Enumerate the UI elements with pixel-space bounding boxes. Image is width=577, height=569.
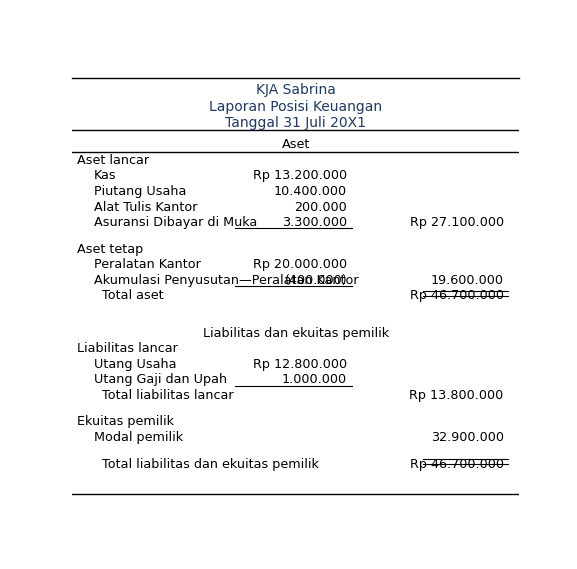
Text: Piutang Usaha: Piutang Usaha — [93, 185, 186, 198]
Text: KJA Sabrina: KJA Sabrina — [256, 83, 336, 97]
Text: Rp 46.700.000: Rp 46.700.000 — [410, 289, 504, 302]
Text: Tanggal 31 Juli 20X1: Tanggal 31 Juli 20X1 — [225, 117, 366, 130]
Text: Liabilitas dan ekuitas pemilik: Liabilitas dan ekuitas pemilik — [203, 327, 389, 340]
Text: Kas: Kas — [93, 170, 116, 183]
Text: Rp 46.700.000: Rp 46.700.000 — [410, 457, 504, 471]
Text: Rp 13.800.000: Rp 13.800.000 — [410, 389, 504, 402]
Text: Utang Usaha: Utang Usaha — [93, 358, 176, 371]
Text: 200.000: 200.000 — [294, 201, 347, 213]
Text: 10.400.000: 10.400.000 — [274, 185, 347, 198]
Text: Aset: Aset — [282, 138, 310, 151]
Text: Akumulasi Penyusutan—Peralatan Kantor: Akumulasi Penyusutan—Peralatan Kantor — [93, 274, 358, 287]
Text: Rp 12.800.000: Rp 12.800.000 — [253, 358, 347, 371]
Text: Liabilitas lancar: Liabilitas lancar — [77, 343, 178, 355]
Text: Peralatan Kantor: Peralatan Kantor — [93, 258, 200, 271]
Text: 3.300.000: 3.300.000 — [282, 216, 347, 229]
Text: Rp 27.100.000: Rp 27.100.000 — [410, 216, 504, 229]
Text: Total liabilitas dan ekuitas pemilik: Total liabilitas dan ekuitas pemilik — [93, 457, 319, 471]
Text: 19.600.000: 19.600.000 — [430, 274, 504, 287]
Text: (400.000): (400.000) — [284, 274, 347, 287]
Text: Total aset: Total aset — [93, 289, 163, 302]
Text: Alat Tulis Kantor: Alat Tulis Kantor — [93, 201, 197, 213]
Text: Rp 20.000.000: Rp 20.000.000 — [253, 258, 347, 271]
Text: Total liabilitas lancar: Total liabilitas lancar — [93, 389, 233, 402]
Text: Laporan Posisi Keuangan: Laporan Posisi Keuangan — [209, 100, 383, 114]
Text: Aset tetap: Aset tetap — [77, 242, 144, 255]
Text: Modal pemilik: Modal pemilik — [93, 431, 183, 444]
Text: 32.900.000: 32.900.000 — [430, 431, 504, 444]
Text: Rp 13.200.000: Rp 13.200.000 — [253, 170, 347, 183]
Text: Aset lancar: Aset lancar — [77, 154, 149, 167]
Text: Ekuitas pemilik: Ekuitas pemilik — [77, 415, 174, 428]
Text: 1.000.000: 1.000.000 — [282, 373, 347, 386]
Text: Asuransi Dibayar di Muka: Asuransi Dibayar di Muka — [93, 216, 257, 229]
Text: Utang Gaji dan Upah: Utang Gaji dan Upah — [93, 373, 227, 386]
